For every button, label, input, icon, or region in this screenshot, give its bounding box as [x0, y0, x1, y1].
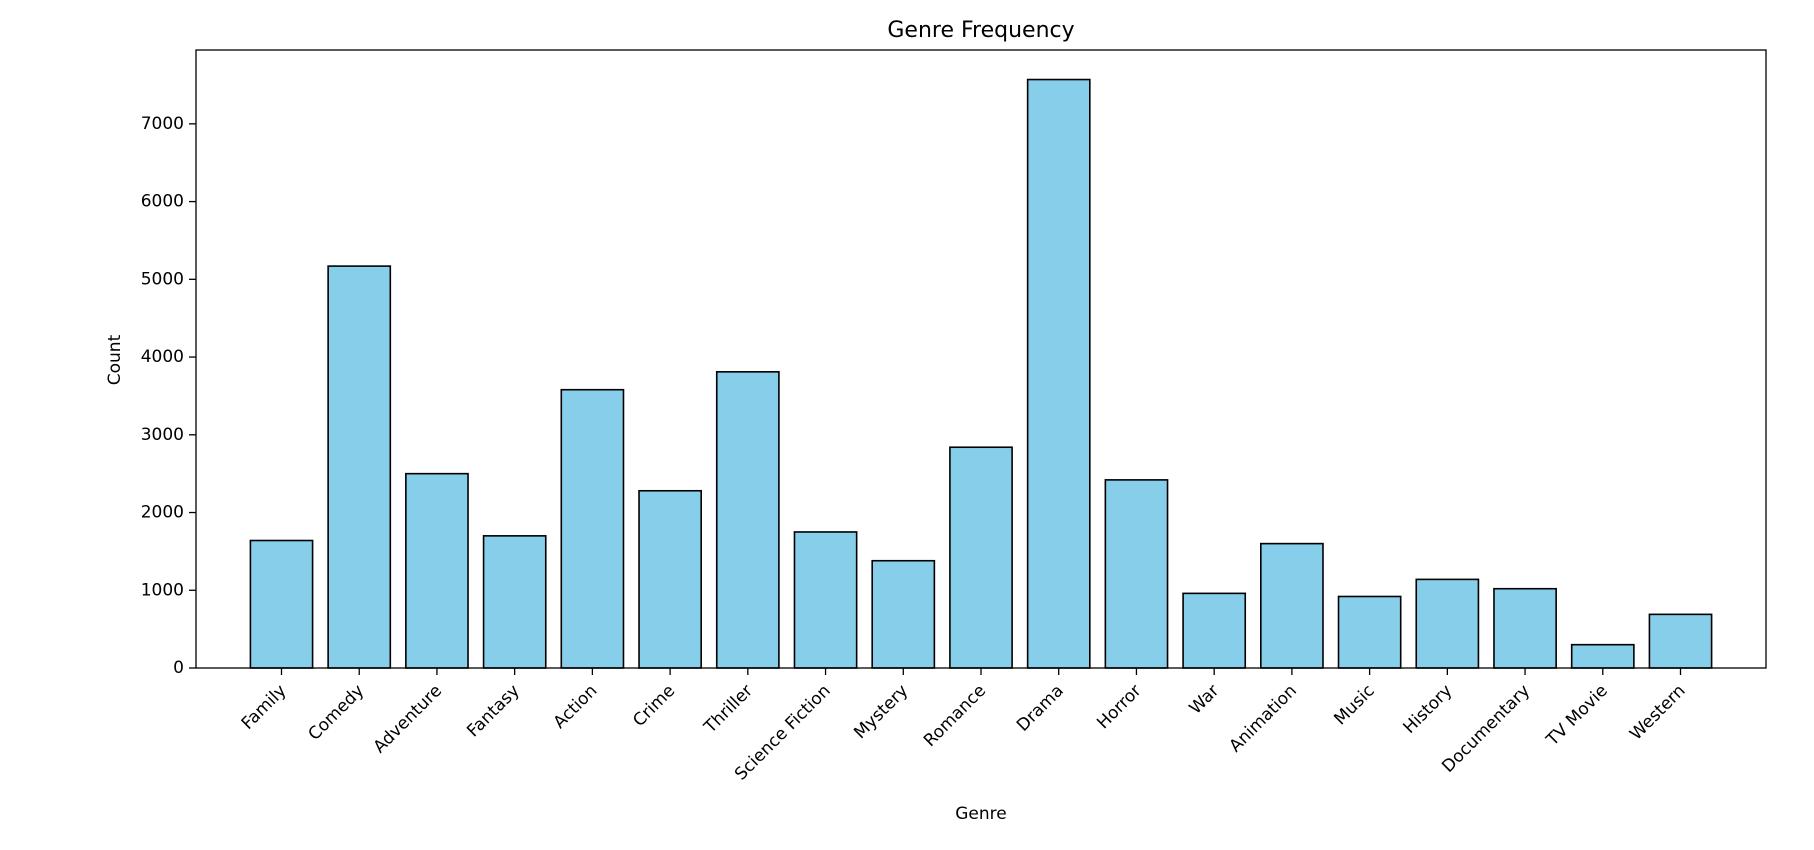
bar-family [249, 539, 314, 669]
y-tick-label: 5000 [141, 269, 184, 289]
x-tick-label: Western [1626, 681, 1689, 744]
y-tick-label: 7000 [141, 114, 184, 134]
bar-music [1337, 595, 1402, 669]
y-tick-label: 3000 [141, 425, 184, 445]
bar-romance [949, 446, 1013, 669]
bar-western [1648, 613, 1713, 669]
x-tick-label: Animation [1226, 681, 1301, 756]
y-axis-label: Count [105, 334, 125, 385]
x-axis: Family Comedy Adventure Fantasy Action Crime T… [238, 668, 1690, 785]
x-tick-label: Comedy [305, 681, 369, 745]
x-tick-label: Family [238, 681, 291, 734]
x-tick-label: Horror [1093, 681, 1145, 733]
x-tick-label: Adventure [370, 681, 446, 757]
bar-history [1415, 578, 1480, 669]
bar-war [1182, 592, 1247, 669]
bar-crime [638, 489, 703, 669]
bar-thriller [715, 371, 780, 669]
chart-title: Genre Frequency [887, 18, 1074, 43]
bar-drama [1026, 78, 1091, 669]
bar-comedy [327, 265, 392, 669]
x-tick-label: History [1399, 681, 1456, 738]
x-tick-label: Romance [920, 681, 990, 751]
bar-science-fiction [793, 531, 858, 669]
bar-adventure [405, 472, 469, 669]
x-tick-label: War [1186, 681, 1224, 719]
bar-mystery [871, 559, 936, 669]
x-tick-label: Mystery [850, 681, 912, 743]
bar-tv-movie [1570, 643, 1635, 669]
y-tick-label: 6000 [141, 192, 184, 212]
y-tick-label: 0 [173, 658, 184, 678]
x-axis-label: Genre [955, 804, 1006, 824]
x-tick-label: Fantasy [463, 681, 523, 741]
bar-documentary [1493, 587, 1557, 669]
y-axis: 0 1000 2000 3000 4000 5000 6000 7000 [141, 114, 196, 678]
x-tick-label: Drama [1013, 681, 1068, 736]
bar-animation [1260, 542, 1324, 669]
y-tick-label: 4000 [141, 347, 184, 367]
x-tick-label: TV Movie [1542, 681, 1612, 751]
bar-action [560, 388, 625, 669]
y-tick-label: 1000 [141, 580, 184, 600]
x-tick-label: Crime [629, 681, 679, 731]
bar-fantasy [482, 535, 547, 669]
x-tick-label: Music [1330, 681, 1378, 729]
x-tick-label: Thriller [700, 681, 757, 738]
plot-area [195, 49, 1767, 669]
x-tick-label: Action [550, 681, 602, 733]
bar-horror [1104, 479, 1169, 669]
y-tick-label: 2000 [141, 503, 184, 523]
